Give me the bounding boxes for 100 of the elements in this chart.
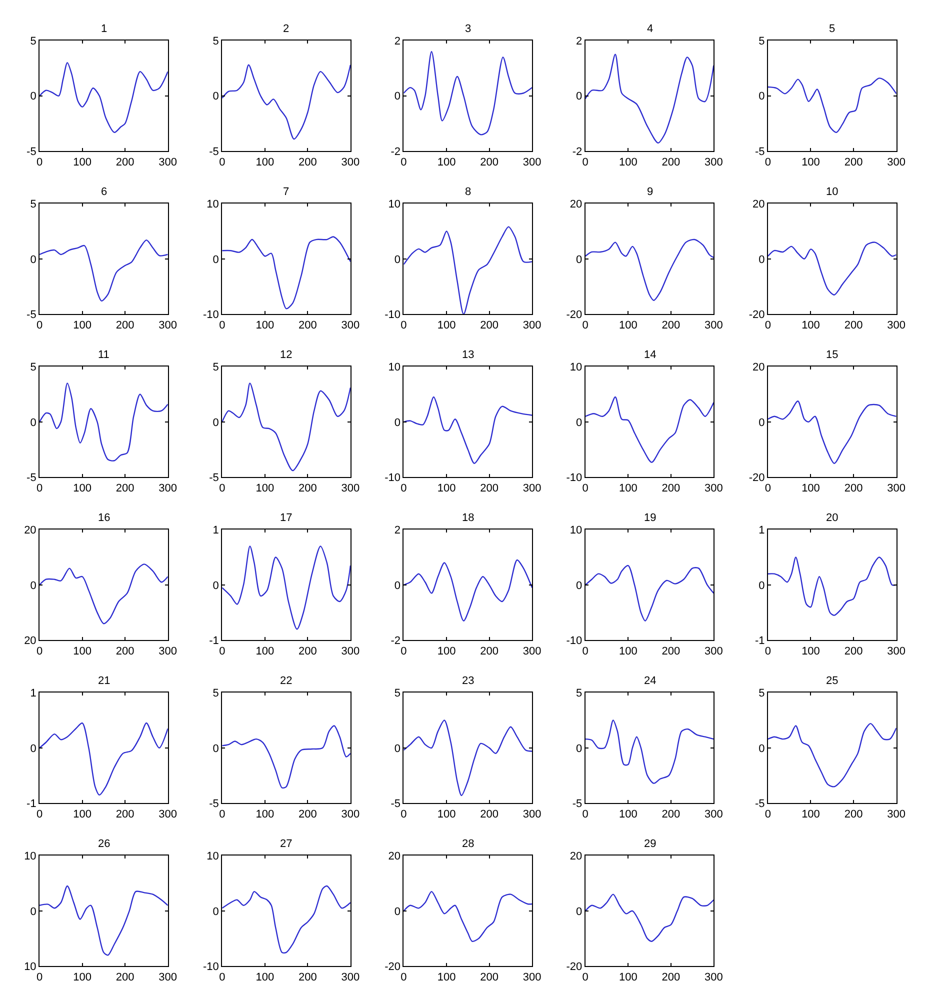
x-tick-label: 300: [704, 482, 723, 494]
y-tick-label: 0: [576, 580, 582, 592]
chart-title: 28: [462, 838, 474, 850]
chart-title: 29: [644, 838, 656, 850]
y-tick-label: 20: [570, 850, 582, 862]
chart-title: 11: [98, 349, 110, 361]
y-tick-label: 10: [24, 850, 36, 862]
chart-title: 12: [280, 349, 292, 361]
x-tick-label: 300: [522, 156, 542, 168]
y-tick-label: 0: [758, 580, 765, 592]
x-tick-label: 200: [116, 156, 134, 168]
y-tick-label: -2: [390, 635, 401, 648]
chart-title: 10: [826, 186, 838, 198]
y-tick-label: 10: [24, 961, 36, 974]
line-series: [585, 564, 714, 622]
y-tick-label: 2: [576, 35, 582, 48]
x-tick-label: 300: [341, 156, 360, 168]
x-tick-label: 100: [73, 971, 92, 984]
y-tick-label: 10: [388, 198, 401, 210]
chart-title: 23: [462, 675, 474, 687]
x-tick-label: 100: [73, 808, 92, 820]
line-series: [222, 236, 350, 310]
x-tick-label: 300: [704, 156, 723, 168]
x-tick-label: 300: [158, 808, 178, 820]
x-tick-label: 300: [522, 645, 542, 658]
x-tick-label: 200: [116, 808, 134, 820]
y-tick-label: 20: [570, 198, 582, 210]
y-tick-label: 0: [394, 580, 401, 592]
x-tick-label: 100: [256, 319, 274, 332]
x-tick-label: 100: [618, 808, 638, 820]
x-tick-label: 200: [844, 156, 863, 168]
chart-title: 7: [283, 186, 290, 198]
x-tick-label: 100: [437, 156, 456, 168]
y-tick-label: 0: [212, 90, 219, 103]
line-series: [40, 722, 168, 796]
y-tick-label: -1: [754, 635, 765, 648]
x-tick-label: 100: [256, 808, 274, 820]
line-series: [404, 720, 532, 796]
x-tick-label: 200: [298, 645, 317, 658]
x-tick-label: 100: [437, 808, 456, 820]
y-tick-label: -10: [384, 472, 401, 484]
x-tick-label: 100: [73, 482, 92, 494]
chart-title: 25: [826, 675, 838, 687]
y-tick-label: -20: [566, 961, 582, 974]
y-tick-label: 5: [576, 687, 582, 700]
y-tick-label: 0: [394, 254, 401, 266]
line-series: [222, 64, 350, 140]
y-tick-label: -10: [203, 961, 219, 974]
x-tick-label: 300: [522, 808, 542, 820]
y-tick-label: 0: [212, 906, 219, 918]
x-tick-label: 300: [341, 319, 360, 332]
chart-title: 20: [826, 512, 838, 524]
chart-title: 24: [644, 675, 656, 687]
y-tick-label: 10: [570, 361, 582, 374]
x-tick-label: 100: [802, 645, 820, 658]
line-series: [222, 725, 350, 789]
x-tick-label: 100: [618, 645, 638, 658]
chart-title: 9: [647, 186, 654, 198]
x-tick-label: 100: [618, 319, 638, 332]
line-series: [404, 226, 532, 314]
line-series: [404, 51, 532, 136]
y-tick-label: 20: [24, 524, 36, 536]
x-tick-label: 300: [158, 319, 178, 332]
x-tick-label: 200: [480, 645, 498, 658]
y-tick-label: 0: [758, 416, 765, 429]
x-tick-label: 200: [298, 156, 317, 168]
line-series: [768, 722, 896, 788]
x-tick-label: 200: [480, 319, 498, 332]
y-tick-label: 10: [206, 198, 219, 210]
chart-title: 26: [98, 838, 110, 850]
y-tick-label: 0: [30, 254, 36, 266]
line-series: [40, 382, 168, 462]
y-tick-label: 20: [752, 198, 765, 210]
y-tick-label: 0: [30, 906, 36, 918]
line-series: [585, 54, 714, 144]
y-tick-label: 10: [388, 361, 401, 374]
y-tick-label: 5: [30, 198, 36, 210]
x-tick-label: 100: [256, 971, 274, 984]
y-tick-label: 0: [576, 416, 582, 429]
y-tick-label: 0: [30, 416, 36, 429]
y-tick-label: 20: [752, 361, 765, 374]
y-tick-label: -5: [572, 798, 582, 810]
x-tick-label: 100: [437, 482, 456, 494]
x-tick-label: 200: [298, 808, 317, 820]
line-series: [40, 564, 168, 624]
x-tick-label: 300: [522, 971, 542, 984]
x-tick-label: 100: [618, 482, 638, 494]
y-tick-label: 5: [394, 687, 401, 700]
chart-title: 1: [101, 23, 108, 35]
chart-title: 22: [280, 675, 292, 687]
x-tick-label: 100: [73, 645, 92, 658]
chart-title: 2: [283, 23, 290, 35]
x-tick-label: 300: [341, 482, 360, 494]
x-tick-label: 300: [341, 645, 360, 658]
line-series: [40, 62, 168, 134]
line-series: [585, 720, 714, 784]
y-tick-label: -20: [748, 472, 765, 484]
x-tick-label: 200: [298, 971, 317, 984]
chart-title: 4: [647, 23, 654, 35]
y-tick-label: -1: [26, 798, 36, 810]
